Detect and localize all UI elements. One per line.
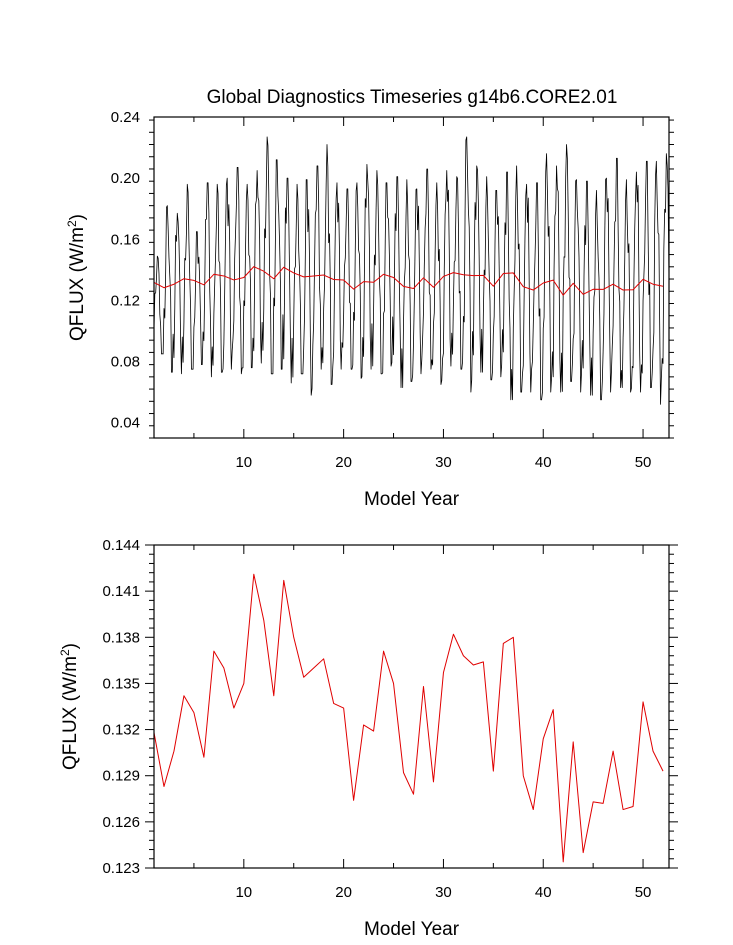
x-tick-label: 50 [635,884,652,901]
x-tick-label: 10 [235,454,252,471]
y-tick-label: 0.08 [111,354,140,371]
y-tick-label: 0.126 [102,814,140,831]
series-line-0 [154,573,664,863]
y-tick-label: 0.138 [102,629,140,646]
y-axis-ticks [149,119,674,439]
plot-frame [153,116,670,439]
y-tick-label: 0.132 [102,722,140,739]
x-tick-label: 40 [535,454,552,471]
y-tick-label: 0.135 [102,675,140,692]
x-tick-label: 50 [635,454,652,471]
y-axis-label: QFLUX (W/m2) [65,214,88,341]
x-tick-label: 30 [435,884,452,901]
top-panel: 10 20 30 40 50 0.04 0.08 0.12 0.16 0.20 0.24 Model … [65,109,674,510]
x-tick-label: 10 [235,884,252,901]
plot-area [154,136,669,405]
plot-frame [153,544,670,869]
x-tick-label: 40 [535,884,552,901]
x-axis-label: Model Year [364,919,460,940]
x-tick-label: 20 [335,884,352,901]
bottom-panel: 10 20 30 40 50 0.123 0.126 0.129 0.132 0.135 0.138… [58,537,678,940]
y-tick-label: 0.04 [111,415,140,432]
y-tick-label: 0.12 [111,292,140,309]
y-axis-ticks [145,544,678,869]
x-tick-label: 30 [435,454,452,471]
x-tick-label: 20 [335,454,352,471]
y-tick-label: 0.123 [102,860,140,877]
y-tick-label: 0.24 [111,109,140,126]
y-tick-label: 0.144 [102,537,140,554]
y-tick-label: 0.129 [102,768,140,785]
x-axis-ticks [193,117,644,438]
x-axis-label: Model Year [364,489,460,510]
x-axis-ticks [193,545,644,868]
y-axis-label: QFLUX (W/m2) [58,643,81,770]
y-tick-label: 0.20 [111,170,140,187]
chart-title: Global Diagnostics Timeseries g14b6.CORE… [207,87,618,108]
plot-area [154,573,664,863]
series-line-1 [154,266,664,296]
series-line-0 [154,136,669,405]
y-tick-label: 0.16 [111,231,140,248]
y-tick-label: 0.141 [102,583,140,600]
